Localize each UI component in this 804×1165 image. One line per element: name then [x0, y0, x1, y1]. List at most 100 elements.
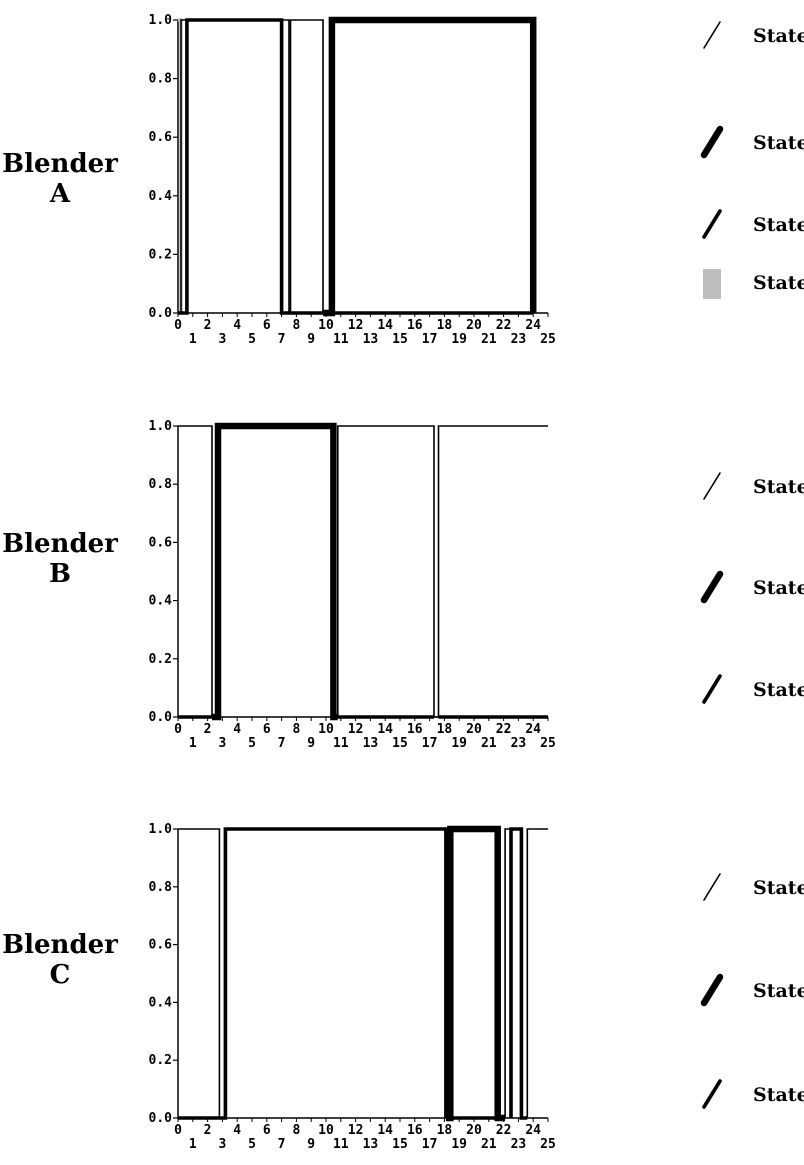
x-tick-label: 3: [218, 332, 226, 347]
y-tick-label: 0.6: [149, 130, 173, 145]
series-state-1-line: [336, 425, 548, 718]
x-tick-label: 8: [292, 318, 300, 333]
x-tick-label: 23: [511, 1137, 527, 1152]
x-tick-label: 22: [496, 318, 512, 333]
x-tick-label: 16: [407, 318, 423, 333]
x-tick-label: 20: [466, 318, 482, 333]
x-tick-label: 24: [525, 318, 541, 333]
x-tick-label: 12: [348, 722, 364, 737]
series-state-2-line: [445, 825, 506, 1122]
x-tick-label: 2: [204, 1123, 212, 1138]
x-tick-label: 8: [292, 1123, 300, 1138]
panel-label-line: Blender: [2, 930, 118, 960]
x-tick-label: 4: [233, 1123, 241, 1138]
legend-swatch-state-1: [703, 873, 721, 901]
x-tick-label: 3: [218, 736, 226, 751]
x-tick-label: 11: [333, 736, 349, 751]
y-tick-label: 0.8: [149, 477, 173, 492]
x-tick-label: 18: [437, 318, 453, 333]
x-tick-label: 15: [392, 736, 408, 751]
x-tick-label: 7: [278, 332, 286, 347]
legend-swatch-state-2: [700, 125, 724, 159]
legend-label: State 1: [753, 476, 804, 498]
legend-label: State 3: [753, 679, 804, 701]
x-tick-label: 11: [333, 1137, 349, 1152]
x-tick-label: 22: [496, 722, 512, 737]
y-tick-label: 0.4: [149, 995, 173, 1010]
x-tick-label: 0: [174, 1123, 182, 1138]
x-tick-label: 25: [540, 332, 556, 347]
x-tick-label: 16: [407, 722, 423, 737]
x-tick-label: 16: [407, 1123, 423, 1138]
legend-swatch-state-3: [702, 1079, 722, 1109]
x-tick-label: 13: [363, 736, 379, 751]
x-tick-label: 5: [248, 332, 256, 347]
y-tick-label: 0.0: [149, 710, 173, 725]
panel-label-line: C: [50, 960, 71, 990]
y-tick-label: 0.4: [149, 594, 173, 609]
x-tick-label: 13: [363, 1137, 379, 1152]
legend-label: State 2: [753, 577, 804, 599]
x-tick-label: 2: [204, 722, 212, 737]
x-tick-label: 1: [189, 332, 197, 347]
x-tick-label: 25: [540, 1137, 556, 1152]
y-tick-label: 0.6: [149, 938, 173, 953]
y-tick-label: 0.4: [149, 189, 173, 204]
legend-swatch-state-3: [702, 674, 722, 704]
x-tick-label: 3: [218, 1137, 226, 1152]
x-tick-label: 12: [348, 318, 364, 333]
x-tick-label: 12: [348, 1123, 364, 1138]
x-tick-label: 9: [307, 1137, 315, 1152]
y-tick-label: 0.2: [149, 247, 172, 262]
legend-label: State 1: [753, 877, 804, 899]
series-state-1-line: [526, 828, 548, 1118]
series-state-3-line: [178, 827, 448, 1120]
series-state-2-line: [212, 422, 338, 721]
x-tick-label: 6: [263, 318, 271, 333]
x-tick-label: 4: [233, 318, 241, 333]
panel-label-line: B: [49, 559, 71, 589]
x-tick-label: 23: [511, 736, 527, 751]
y-tick-label: 0.8: [149, 72, 173, 87]
panel-label-line: Blender: [2, 149, 118, 179]
series-state-3-line: [509, 827, 528, 1120]
panel-label-line: Blender: [2, 529, 118, 559]
legend-swatch-state-3: [702, 209, 722, 239]
legend-label: State 2: [753, 980, 804, 1002]
x-tick-label: 11: [333, 332, 349, 347]
y-tick-label: 1.0: [149, 419, 173, 434]
y-tick-label: 1.0: [149, 13, 173, 28]
x-tick-label: 21: [481, 736, 497, 751]
y-tick-label: 0.2: [149, 652, 172, 667]
x-tick-label: 18: [437, 1123, 453, 1138]
x-tick-label: 19: [451, 736, 467, 751]
x-tick-label: 20: [466, 1123, 482, 1138]
legend-label: State 3: [753, 1084, 804, 1106]
y-tick-label: 0.6: [149, 535, 173, 550]
x-tick-label: 7: [278, 1137, 286, 1152]
x-tick-label: 4: [233, 722, 241, 737]
x-tick-label: 24: [525, 1123, 541, 1138]
series-state-1-line: [178, 828, 221, 1118]
x-tick-label: 20: [466, 722, 482, 737]
series-state-2-line: [323, 16, 537, 317]
series-state-1-line: [280, 19, 290, 313]
x-tick-label: 7: [278, 736, 286, 751]
legend-swatch-state-1: [703, 21, 721, 49]
series-state-1-line: [178, 425, 213, 717]
x-tick-label: 15: [392, 332, 408, 347]
x-tick-label: 14: [377, 318, 393, 333]
x-tick-label: 9: [307, 332, 315, 347]
legend-label: State 4: [753, 272, 804, 294]
x-tick-label: 6: [263, 722, 271, 737]
legend-swatch-state-2: [700, 973, 724, 1007]
y-tick-label: 0.8: [149, 880, 173, 895]
x-tick-label: 10: [318, 1123, 334, 1138]
x-tick-label: 19: [451, 1137, 467, 1152]
legend-swatch-state-4: [703, 269, 721, 299]
y-tick-label: 0.2: [149, 1053, 172, 1068]
